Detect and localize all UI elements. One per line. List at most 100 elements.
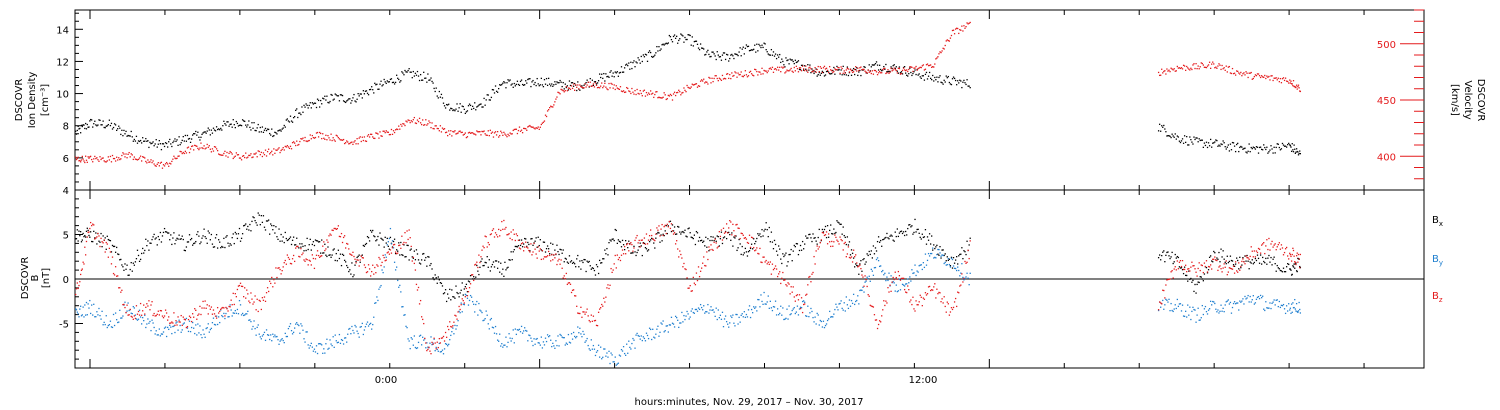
field-bx-point — [1226, 255, 1228, 257]
field-bx-point — [415, 249, 418, 251]
field-bx-point — [803, 248, 805, 250]
field-by-point — [437, 350, 439, 352]
density-velocity-point — [174, 138, 176, 140]
field-bz-point — [480, 256, 482, 258]
field-bx-point — [305, 249, 307, 252]
density-velocity-point — [187, 138, 190, 140]
density-velocity-point — [455, 133, 457, 135]
field-bz-point — [170, 322, 172, 324]
field-by-point — [946, 263, 948, 266]
field-by-point — [301, 325, 303, 327]
density-velocity-point — [607, 88, 609, 91]
field-by-point — [959, 275, 961, 277]
density-velocity-point — [491, 131, 494, 133]
field-bx-point — [118, 253, 120, 256]
field-bx-point — [833, 228, 835, 230]
field-by-point — [642, 336, 645, 338]
density-velocity-point — [489, 129, 491, 131]
density-velocity-point — [843, 70, 845, 72]
field-bx-point — [881, 245, 883, 247]
density-velocity-point — [1247, 150, 1249, 152]
field-by-point — [769, 300, 771, 302]
field-by-point — [643, 337, 646, 340]
field-by-point — [628, 340, 630, 342]
field-bz-point — [663, 225, 665, 228]
field-bx-point — [441, 285, 444, 287]
density-velocity-point — [749, 49, 752, 52]
field-bx-point — [884, 237, 886, 239]
field-bz-point — [142, 310, 144, 312]
density-velocity-point — [1204, 66, 1207, 69]
density-velocity-point — [338, 138, 341, 140]
field-by-point — [1236, 302, 1238, 304]
density-velocity-point — [526, 129, 528, 131]
field-bx-point — [845, 243, 847, 246]
density-velocity-point — [1272, 152, 1274, 154]
field-bx-point — [223, 237, 225, 240]
field-bz-point — [160, 310, 163, 312]
field-bx-point — [822, 231, 825, 233]
field-bx-point — [301, 243, 303, 245]
density-velocity-point — [301, 106, 303, 108]
field-by-point — [270, 334, 272, 336]
density-velocity-point — [207, 127, 209, 129]
field-bz-point — [502, 228, 504, 230]
field-bx-point — [1231, 260, 1234, 262]
field-by-point — [833, 313, 835, 315]
field-by-point — [616, 363, 618, 365]
density-velocity-point — [549, 83, 551, 85]
field-by-point — [699, 303, 702, 306]
field-bz-point — [836, 239, 838, 241]
field-by-point — [144, 314, 146, 317]
field-bz-point — [540, 258, 542, 261]
density-velocity-point — [102, 157, 104, 159]
field-by-point — [578, 332, 580, 334]
field-by-point — [843, 302, 845, 304]
field-bx-point — [861, 270, 863, 272]
density-velocity-point — [381, 135, 383, 137]
density-velocity-point — [528, 125, 530, 127]
density-velocity-point — [483, 97, 485, 100]
field-by-point — [512, 329, 514, 331]
field-by-point — [597, 344, 600, 346]
field-by-point — [613, 361, 615, 363]
field-bz-point — [207, 313, 209, 315]
field-bx-point — [946, 256, 948, 258]
field-bx-point — [639, 242, 641, 244]
field-bx-point — [219, 241, 221, 243]
density-velocity-point — [817, 65, 819, 68]
density-velocity-point — [1255, 146, 1258, 148]
field-bx-point — [149, 242, 151, 244]
density-velocity-point — [809, 66, 811, 68]
density-velocity-point — [1297, 84, 1300, 86]
density-velocity-point — [815, 68, 817, 70]
field-by-point — [551, 345, 553, 348]
density-velocity-point — [272, 135, 274, 138]
field-by-point — [910, 280, 912, 282]
field-bx-point — [1196, 283, 1198, 286]
field-bx-point — [564, 257, 566, 260]
field-by-point — [1293, 306, 1295, 309]
density-velocity-point — [476, 130, 478, 132]
field-by-point — [337, 341, 340, 343]
field-bz-point — [766, 263, 768, 265]
field-bz-point — [649, 229, 652, 231]
density-velocity-point — [940, 51, 942, 54]
density-velocity-point — [298, 112, 300, 114]
density-velocity-point — [1166, 135, 1168, 137]
field-bz-point — [279, 268, 281, 271]
density-velocity-point — [457, 110, 459, 112]
field-bx-point — [960, 253, 962, 255]
field-bx-point — [591, 267, 594, 269]
field-by-point — [848, 299, 851, 301]
field-bx-point — [129, 268, 131, 271]
field-bx-point — [634, 251, 636, 253]
field-by-point — [816, 312, 818, 315]
field-by-point — [433, 338, 435, 340]
field-bx-point — [450, 299, 452, 301]
density-velocity-point — [359, 93, 361, 95]
density-velocity-point — [453, 109, 455, 111]
field-by-point — [371, 328, 373, 330]
field-bx-point — [134, 261, 137, 263]
field-bz-point — [409, 237, 411, 239]
